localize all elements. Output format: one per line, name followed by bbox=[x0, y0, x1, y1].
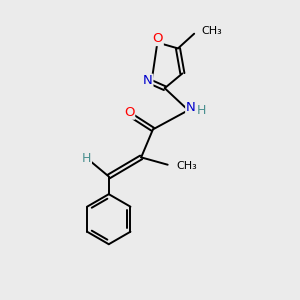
Text: O: O bbox=[124, 106, 135, 119]
Text: H: H bbox=[197, 104, 206, 117]
Text: O: O bbox=[153, 32, 163, 46]
Text: N: N bbox=[143, 74, 153, 87]
Text: CH₃: CH₃ bbox=[176, 161, 197, 171]
Text: CH₃: CH₃ bbox=[202, 26, 222, 36]
Text: H: H bbox=[82, 152, 92, 165]
Text: N: N bbox=[186, 101, 196, 114]
